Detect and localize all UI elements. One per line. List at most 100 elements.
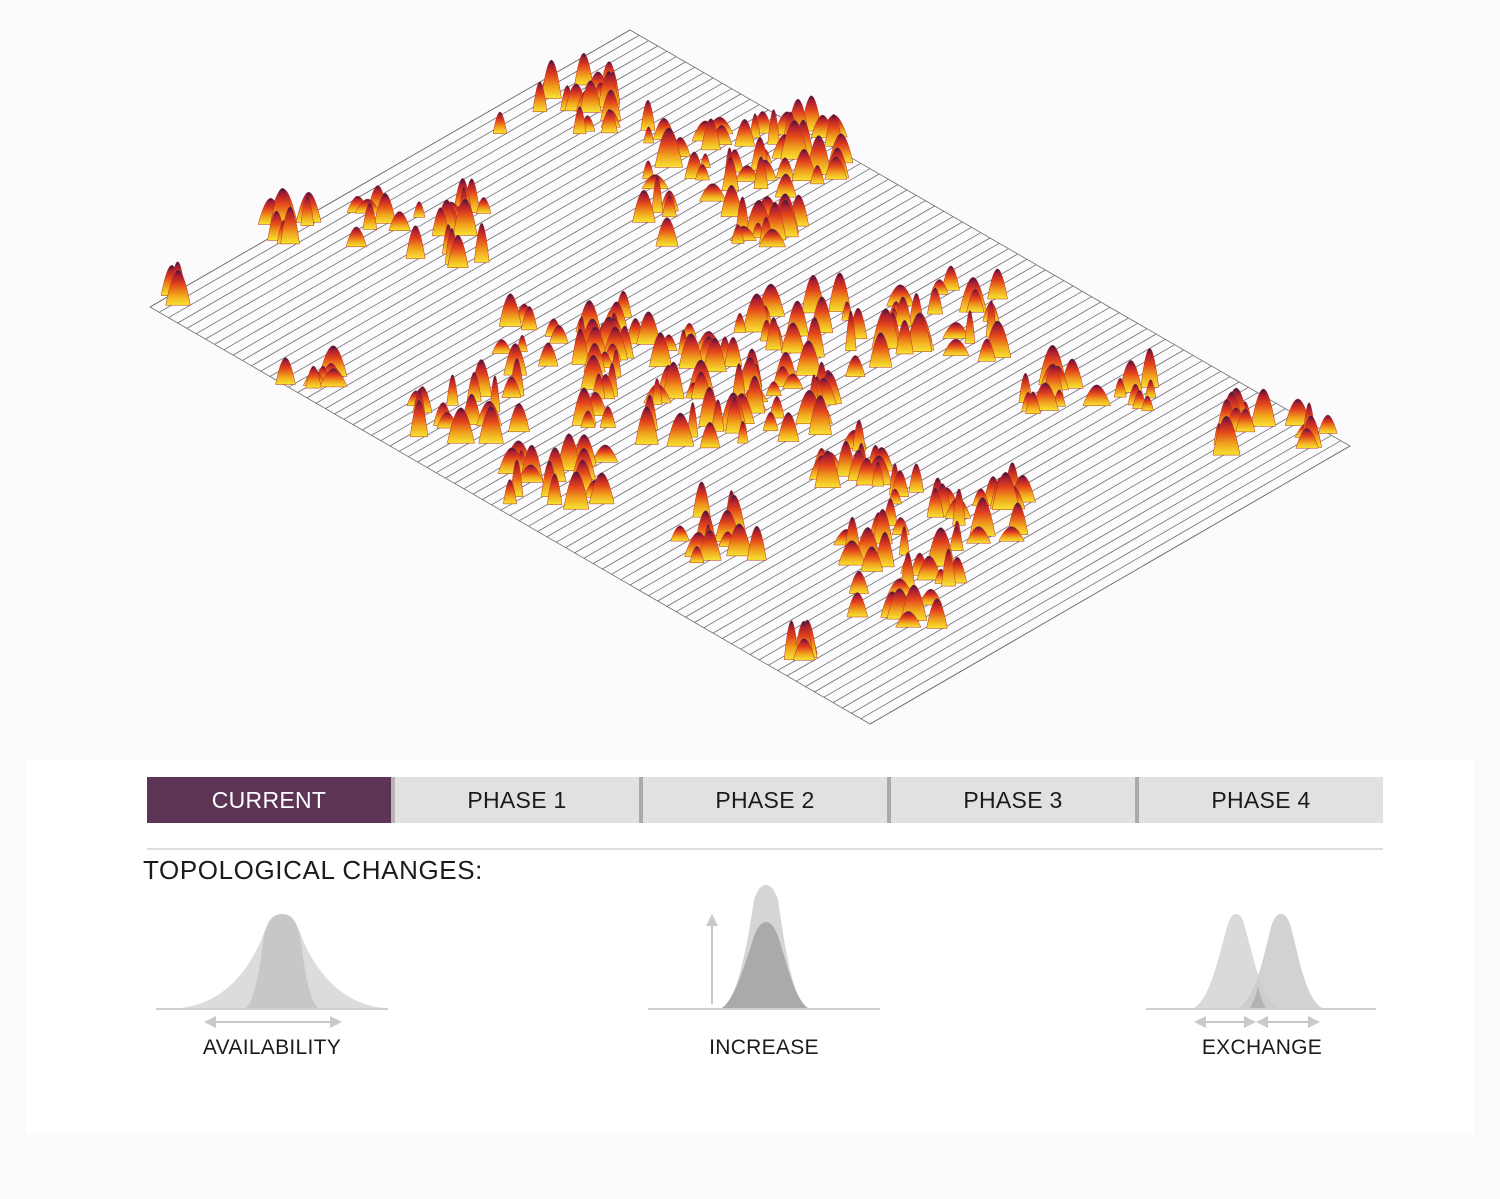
terrain-grid-line bbox=[731, 365, 1212, 645]
terrain-peak bbox=[700, 118, 721, 151]
density-terrain-map bbox=[149, 29, 1351, 725]
tab-phase-3[interactable]: PHASE 3 bbox=[887, 777, 1135, 823]
terrain-peak bbox=[1113, 377, 1127, 398]
terrain-peak bbox=[926, 487, 944, 518]
terrain-peak bbox=[599, 406, 616, 428]
terrain-peak bbox=[532, 81, 548, 113]
terrain-grid-line bbox=[546, 258, 1028, 538]
terrain-peak bbox=[742, 293, 772, 333]
terrain-peak bbox=[732, 363, 746, 401]
terrain-peak bbox=[579, 80, 602, 113]
terrain-peak bbox=[900, 552, 916, 589]
tab-current[interactable]: CURRENT bbox=[147, 777, 391, 823]
terrain-peak bbox=[808, 394, 832, 435]
terrain-peak bbox=[165, 269, 191, 306]
terrain-grid-line bbox=[768, 386, 1249, 666]
terrain-peak bbox=[777, 412, 800, 442]
terrain-peak bbox=[837, 540, 866, 566]
terrain-peak bbox=[649, 332, 672, 367]
terrain-peak bbox=[828, 272, 851, 312]
tab-phase-2[interactable]: PHASE 2 bbox=[639, 777, 887, 823]
terrain-peak bbox=[765, 317, 782, 351]
availability-curve-icon bbox=[156, 914, 388, 1028]
terrain-peak bbox=[541, 59, 562, 99]
terrain-peak bbox=[547, 473, 563, 505]
terrain-peak bbox=[692, 481, 711, 518]
terrain-peak bbox=[780, 120, 809, 160]
terrain-peak bbox=[941, 265, 960, 291]
terrain-peak bbox=[964, 310, 976, 344]
terrain-peak bbox=[654, 127, 684, 168]
terrain-peak bbox=[744, 375, 766, 414]
terrain-grid-line bbox=[860, 440, 1342, 720]
terrain-peak bbox=[733, 312, 747, 333]
terrain-peak bbox=[927, 287, 943, 315]
terrain-peak bbox=[600, 89, 622, 121]
terrain-peak bbox=[721, 156, 739, 192]
terrain-peak bbox=[687, 402, 699, 438]
terrain-peak bbox=[699, 422, 721, 449]
terrain-peak bbox=[952, 488, 966, 526]
terrain-peak bbox=[908, 463, 924, 493]
terrain-peak bbox=[1318, 414, 1338, 434]
terrain-peak bbox=[498, 293, 522, 327]
terrain-peak bbox=[300, 195, 315, 226]
terrain-peak bbox=[508, 403, 530, 433]
terrain-peak bbox=[1250, 388, 1276, 427]
divider bbox=[147, 848, 1383, 850]
terrain-grid-line bbox=[352, 146, 834, 425]
terrain-peak bbox=[977, 338, 997, 362]
terrain-peak bbox=[806, 135, 832, 175]
terrain-peak bbox=[452, 198, 478, 236]
terrain-peak bbox=[447, 234, 469, 268]
terrain-peak bbox=[731, 224, 745, 244]
terrain-peak bbox=[503, 479, 517, 505]
terrain-peak bbox=[895, 611, 922, 628]
terrain-peak bbox=[966, 526, 992, 544]
terrain-peak bbox=[651, 378, 663, 405]
terrain-peak bbox=[969, 497, 996, 537]
terrain-grid-line bbox=[786, 397, 1268, 677]
terrain-peak bbox=[725, 396, 744, 434]
terrain-grid-line bbox=[842, 429, 1323, 709]
availability-label: AVAILABILITY bbox=[202, 1036, 342, 1059]
terrain-peak bbox=[678, 333, 704, 369]
terrain-peak bbox=[1140, 348, 1159, 388]
terrain-peak bbox=[753, 156, 769, 189]
terrain-peak bbox=[574, 52, 594, 86]
terrain-peak bbox=[666, 412, 695, 447]
terrain-peak bbox=[491, 339, 512, 354]
terrain-peak bbox=[636, 311, 661, 345]
terrain-grid-line bbox=[814, 413, 1295, 693]
terrain-peak bbox=[762, 411, 779, 432]
terrain-peak bbox=[280, 206, 300, 245]
terrain-peak bbox=[792, 638, 816, 661]
tab-phase-4[interactable]: PHASE 4 bbox=[1135, 777, 1383, 823]
terrain-peak bbox=[642, 160, 655, 180]
terrain-peak bbox=[998, 526, 1025, 542]
terrain-peak bbox=[869, 332, 893, 368]
terrain-peak bbox=[845, 310, 857, 351]
terrain-peak bbox=[640, 99, 656, 131]
terrain-peak bbox=[670, 525, 690, 542]
terrain-peak bbox=[345, 226, 367, 248]
terrain-peak bbox=[1141, 395, 1154, 412]
terrain-peak bbox=[662, 361, 685, 400]
terrain-grid-line bbox=[426, 189, 908, 468]
terrain-peak bbox=[906, 312, 933, 352]
terrain-peak bbox=[942, 338, 970, 356]
tab-phase-1[interactable]: PHASE 1 bbox=[391, 777, 639, 823]
terrain-peak bbox=[848, 570, 870, 594]
legend-availability: AVAILABILITY bbox=[152, 880, 392, 1070]
terrain-peak bbox=[845, 355, 866, 377]
terrain-peak bbox=[473, 223, 490, 263]
terrain-peak bbox=[769, 396, 785, 419]
terrain-peak bbox=[537, 342, 559, 367]
terrain-peak bbox=[711, 399, 725, 432]
terrain-peak bbox=[580, 410, 596, 428]
terrain-peak bbox=[582, 326, 608, 359]
terrain-peak bbox=[780, 322, 806, 354]
terrain-peak bbox=[846, 592, 869, 618]
phase-tabs: CURRENT PHASE 1 PHASE 2 PHASE 3 PHASE 4 bbox=[147, 777, 1383, 823]
terrain-peak bbox=[466, 371, 482, 402]
